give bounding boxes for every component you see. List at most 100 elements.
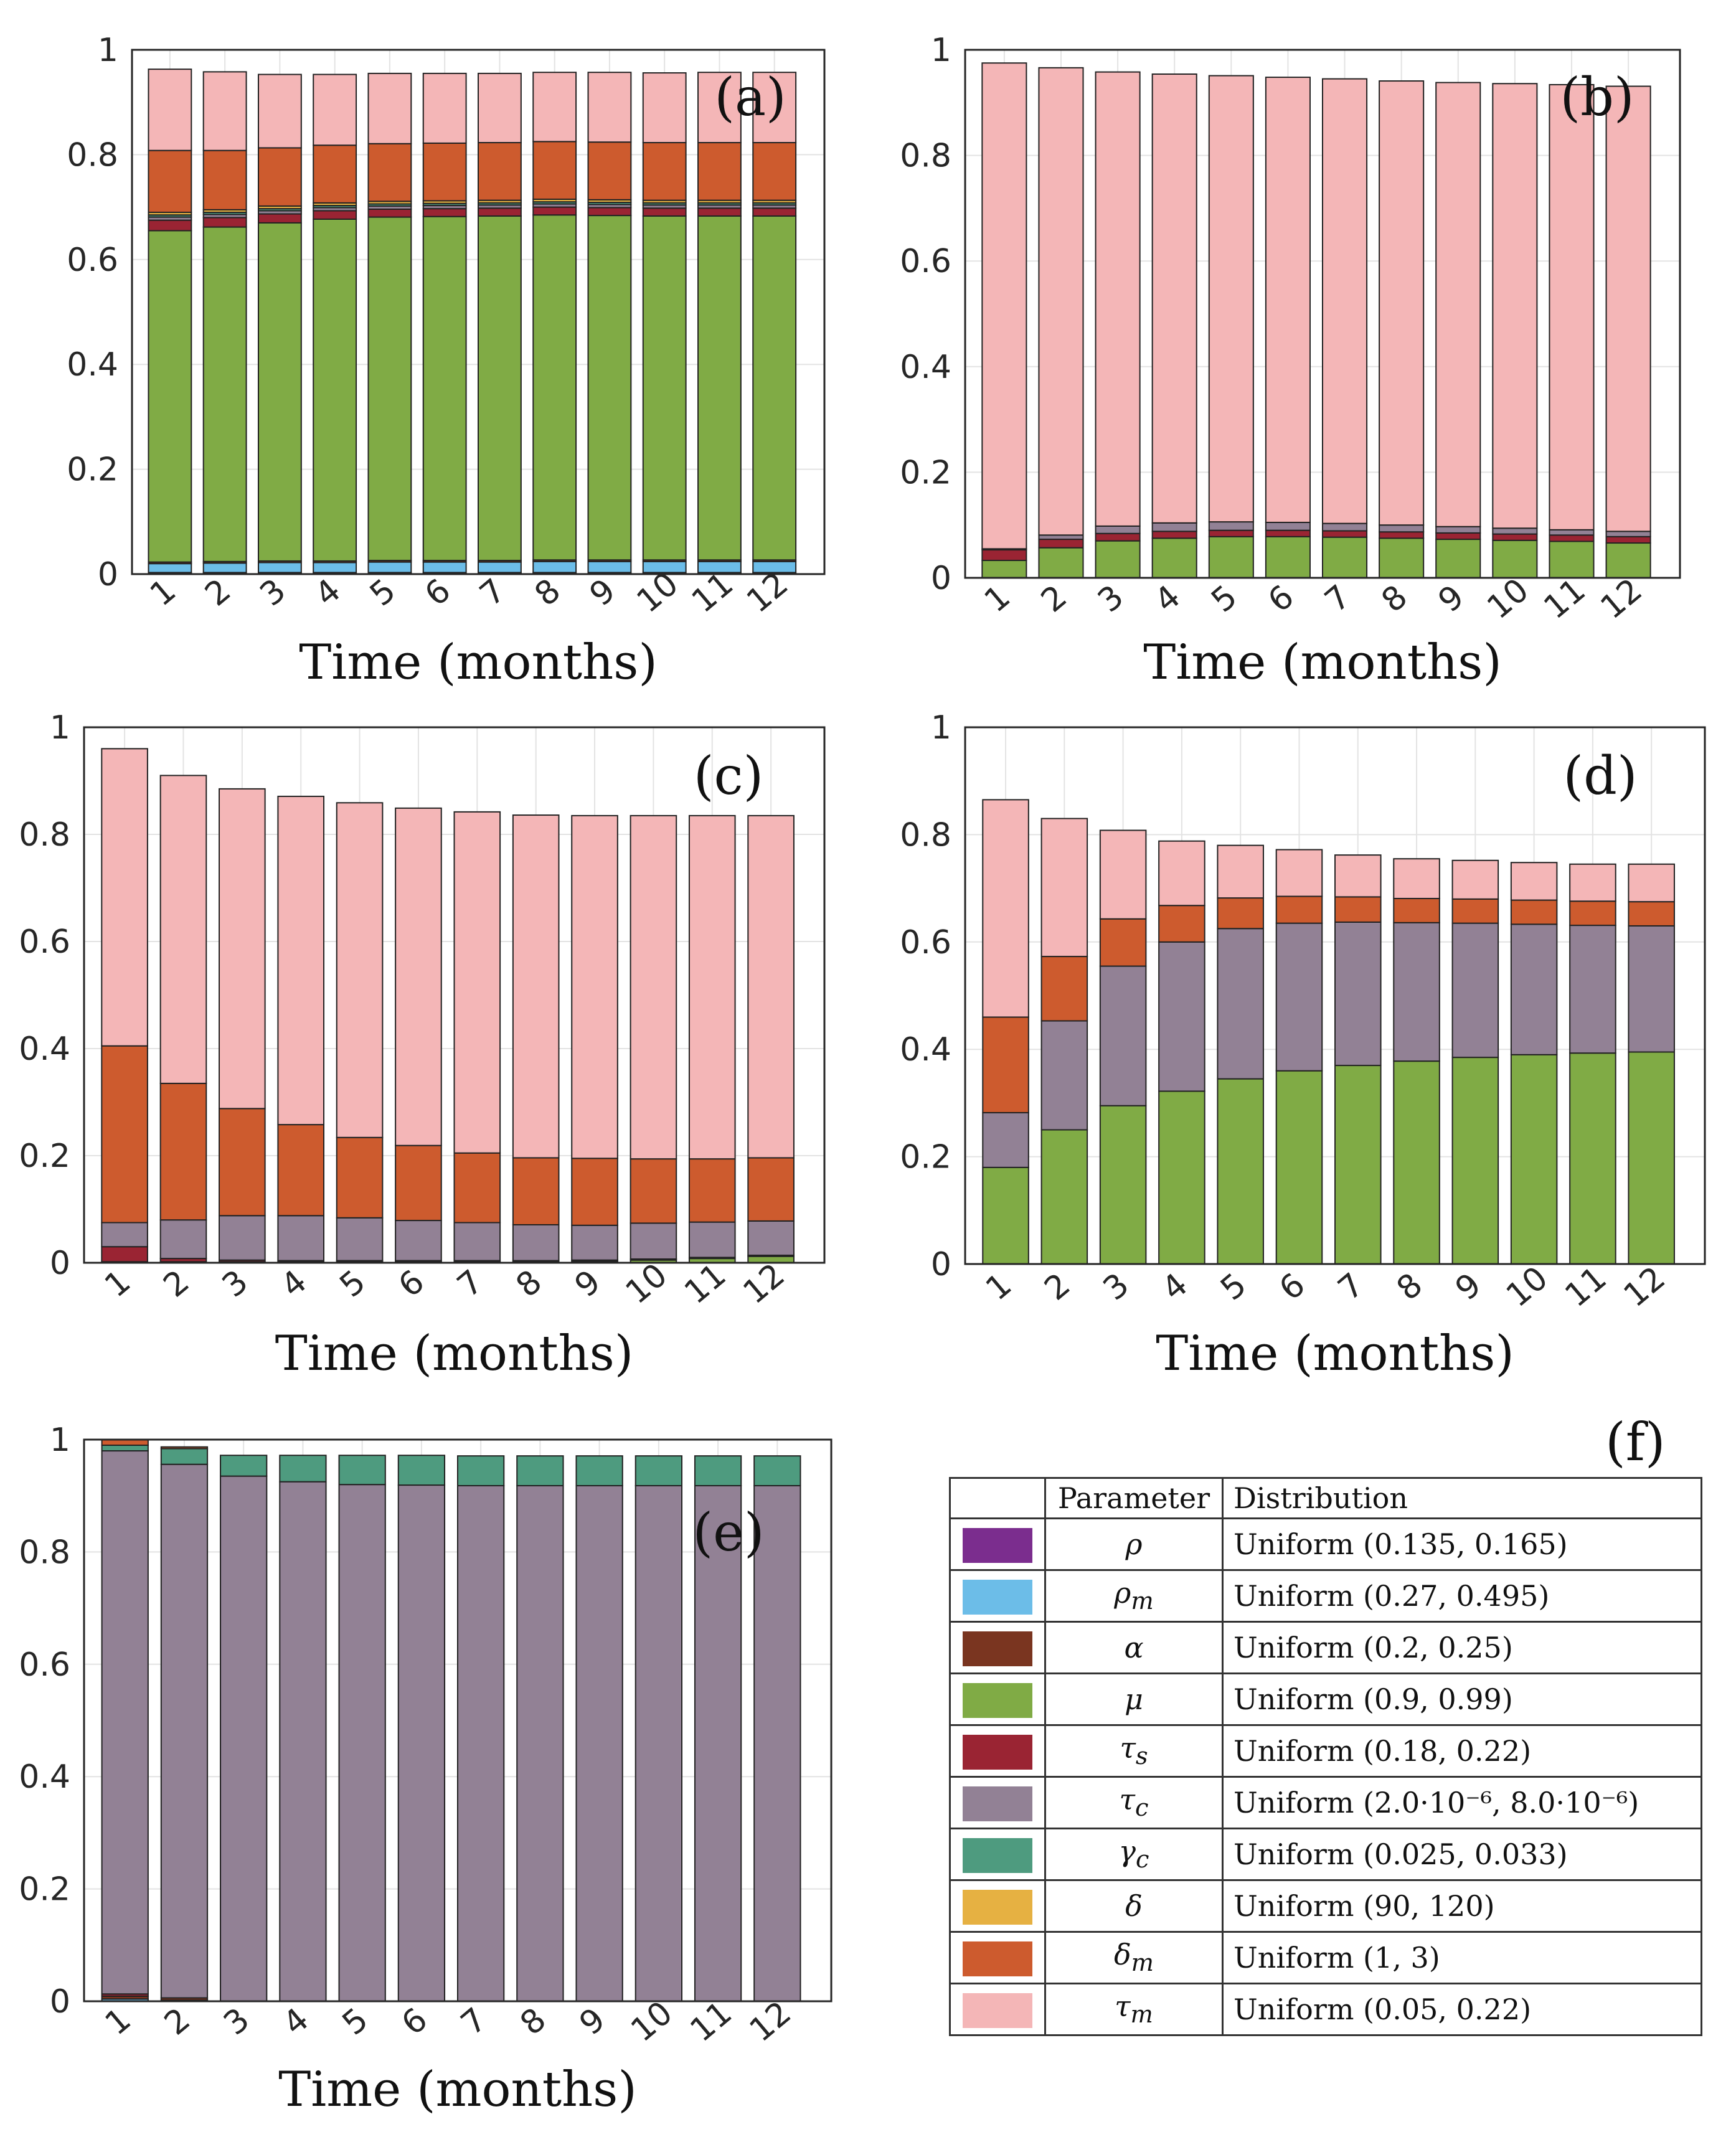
bar-segment-mu: [1605, 542, 1651, 578]
bar-segment-tau-c: [1208, 521, 1254, 531]
x-tick-label: 2: [1037, 1266, 1077, 1308]
x-tick-label: 7: [1331, 1266, 1371, 1308]
bar-segment-mu: [478, 215, 522, 562]
bar-segment-tau-m: [453, 811, 501, 1154]
bar-segment-tau-m: [202, 71, 247, 151]
x-tick-label: 5: [1204, 578, 1244, 620]
bar-segment-tau-m: [752, 72, 797, 144]
bar-segment-mu: [1334, 1065, 1382, 1265]
bar-stack-2: [202, 71, 247, 575]
bar-segment-delta-m: [1040, 956, 1088, 1022]
bar-segment-tau-s: [981, 549, 1027, 562]
bar-segment-tau-c: [1275, 922, 1323, 1072]
x-tick-label: 1: [979, 1266, 1019, 1308]
legend-symbol: γc: [1044, 1828, 1224, 1881]
x-tick-label: 7: [1318, 578, 1358, 620]
y-tick-label: 0.2: [19, 1871, 70, 1908]
legend-symbol-subscript: m: [1130, 2001, 1153, 2029]
bar-stack-3: [220, 1455, 268, 2002]
bar-segment-tau-s: [1492, 533, 1538, 541]
bar-stack-1: [101, 1439, 149, 2003]
legend-row-gamma-c: γc Uniform (0.025, 0.033): [949, 1828, 1702, 1881]
bar-segment-tau-m: [1435, 82, 1481, 527]
x-tick-label: 5: [363, 572, 403, 613]
bar-segment-tau-m: [512, 814, 560, 1159]
bar-segment-tau-m: [1492, 83, 1538, 529]
y-tick-label: 1: [50, 1422, 70, 1459]
x-tick-label: 3: [217, 2001, 257, 2042]
bar-segment-tau-s: [257, 213, 302, 224]
legend-row-alpha: α Uniform (0.2, 0.25): [949, 1621, 1702, 1674]
legend-body: ρ Uniform (0.135, 0.165) ρm Uniform (0.27, …: [949, 1517, 1702, 2036]
bar-stack-9: [571, 814, 618, 1264]
bar-segment-tau-c: [1492, 527, 1538, 535]
bar-stack-7: [457, 1455, 505, 2003]
x-tick-label: 12: [743, 1994, 798, 2049]
bar-segment-tau-m: [1217, 844, 1264, 899]
bar-segment-tau-s: [752, 207, 797, 217]
bar-segment-tau-m: [697, 72, 742, 144]
x-tick-label: 6: [1273, 1266, 1313, 1308]
bar-segment-delta-m: [697, 142, 742, 201]
x-tick-label: 4: [274, 1263, 314, 1304]
bar-segment-tau-m: [982, 799, 1029, 1018]
color-swatch: [963, 1786, 1032, 1821]
y-tick-label: 1: [931, 709, 951, 747]
bar-segment-tau-c: [512, 1224, 560, 1262]
bar-segment-tau-m: [159, 775, 207, 1084]
bar-segment-mu: [422, 215, 467, 562]
panel-label: (b): [1560, 67, 1634, 128]
bar-segment-mu: [1510, 1054, 1558, 1265]
bar-segment-tau-s: [1151, 531, 1197, 539]
bar-segment-tau-c: [277, 1215, 325, 1262]
y-tick-label: 0.2: [67, 451, 118, 489]
bar-stack-9: [1435, 82, 1481, 579]
bar-segment-tau-c: [1158, 941, 1205, 1092]
legend-distribution: Uniform (2.0·10⁻⁶, 8.0·10⁻⁶): [1222, 1776, 1702, 1829]
axes-frame: [83, 1438, 833, 2003]
bar-stack-8: [1393, 858, 1440, 1265]
bar-segment-tau-m: [478, 72, 522, 144]
bar-segment-mu: [1379, 537, 1425, 579]
bar-segment-tau-m: [571, 814, 618, 1159]
bar-segment-tau-s: [1038, 539, 1084, 549]
y-tick-label: 0.8: [900, 816, 951, 854]
bar-segment-tau-c: [1379, 524, 1425, 533]
bar-stack-1: [148, 68, 192, 575]
y-tick-label: 0: [50, 1983, 70, 2021]
bar-stack-10: [630, 814, 677, 1263]
bar-segment-tau-m: [1265, 77, 1311, 523]
bar-segment-tau-c: [453, 1222, 501, 1262]
legend-swatch-cell: [949, 1776, 1046, 1829]
y-tick-label: 0.8: [67, 136, 118, 174]
legend-swatch-cell: [949, 1517, 1046, 1571]
bar-stack-3: [1099, 829, 1147, 1265]
bar-segment-delta-m: [101, 1045, 148, 1224]
y-tick-label: 1: [50, 709, 70, 747]
bar-segment-tau-c: [1451, 922, 1499, 1059]
bar-segment-mu: [1393, 1060, 1440, 1265]
legend-distribution: Uniform (0.18, 0.22): [1222, 1724, 1702, 1778]
bar-segment-tau-c: [1334, 921, 1382, 1067]
color-swatch: [963, 1837, 1032, 1873]
bar-stack-6: [1265, 77, 1311, 579]
bar-stack-1: [982, 799, 1029, 1265]
bar-segment-delta-m: [367, 143, 412, 202]
bar-segment-tau-c: [688, 1221, 736, 1258]
bar-stack-6: [1275, 849, 1323, 1265]
bar-segment-tau-s: [202, 217, 247, 228]
bar-stack-10: [1510, 862, 1558, 1265]
bar-segment-tau-m: [688, 814, 736, 1160]
x-tick-label: 5: [333, 1263, 373, 1304]
color-swatch: [963, 1631, 1032, 1666]
bar-segment-delta-m: [257, 147, 302, 207]
x-tick-label: 3: [1097, 1266, 1136, 1308]
axes-frame: [83, 726, 826, 1264]
bar-segment-mu: [1099, 1105, 1147, 1265]
bar-segment-mu: [1040, 1129, 1088, 1265]
bar-segment-delta-m: [1275, 895, 1323, 924]
bar-segment-tau-c: [336, 1217, 384, 1262]
bar-segment-mu: [1322, 536, 1368, 578]
bar-segment-delta-m: [148, 149, 192, 214]
